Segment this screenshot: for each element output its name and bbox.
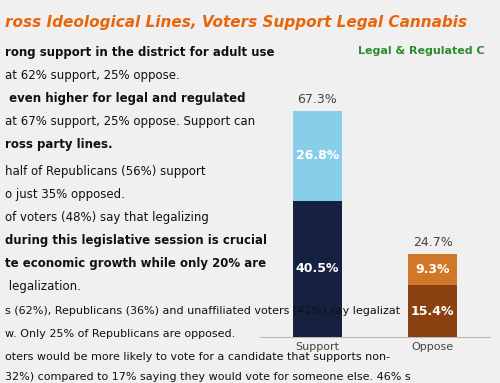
Text: legalization.: legalization.	[5, 280, 81, 293]
Text: even higher for legal and regulated: even higher for legal and regulated	[5, 92, 246, 105]
Text: 9.3%: 9.3%	[415, 263, 450, 276]
Text: of voters (48%) say that legalizing: of voters (48%) say that legalizing	[5, 211, 209, 224]
Text: 67.3%: 67.3%	[298, 93, 338, 106]
Text: 24.7%: 24.7%	[412, 236, 453, 249]
Text: oters would be more likely to vote for a candidate that supports non-: oters would be more likely to vote for a…	[5, 352, 390, 362]
Text: 40.5%: 40.5%	[296, 262, 339, 275]
Text: at 67% support, 25% oppose. Support can: at 67% support, 25% oppose. Support can	[5, 115, 255, 128]
Bar	[408, 254, 457, 285]
Text: Legal & Regulated C: Legal & Regulated C	[358, 46, 485, 56]
Text: rong support in the district for adult use: rong support in the district for adult u…	[5, 46, 274, 59]
Text: o just 35% opposed.: o just 35% opposed.	[5, 188, 125, 201]
Text: 32%) compared to 17% saying they would vote for someone else. 46% s: 32%) compared to 17% saying they would v…	[5, 372, 410, 381]
Text: at 62% support, 25% oppose.: at 62% support, 25% oppose.	[5, 69, 180, 82]
Bar	[408, 285, 457, 337]
Text: 26.8%: 26.8%	[296, 149, 339, 162]
Text: s (62%), Republicans (36%) and unaffiliated voters (42%) say legalizat: s (62%), Republicans (36%) and unaffilia…	[5, 306, 400, 316]
Bar	[294, 111, 342, 201]
Text: 15.4%: 15.4%	[411, 304, 454, 318]
Text: during this legislative session is crucial: during this legislative session is cruci…	[5, 234, 267, 247]
Text: ross Ideological Lines, Voters Support Legal Cannabis: ross Ideological Lines, Voters Support L…	[5, 15, 467, 30]
Text: half of Republicans (56%) support: half of Republicans (56%) support	[5, 165, 205, 178]
Text: ross party lines.: ross party lines.	[5, 138, 112, 151]
Text: w. Only 25% of Republicans are opposed.: w. Only 25% of Republicans are opposed.	[5, 329, 235, 339]
Bar	[294, 201, 342, 337]
Text: te economic growth while only 20% are: te economic growth while only 20% are	[5, 257, 266, 270]
